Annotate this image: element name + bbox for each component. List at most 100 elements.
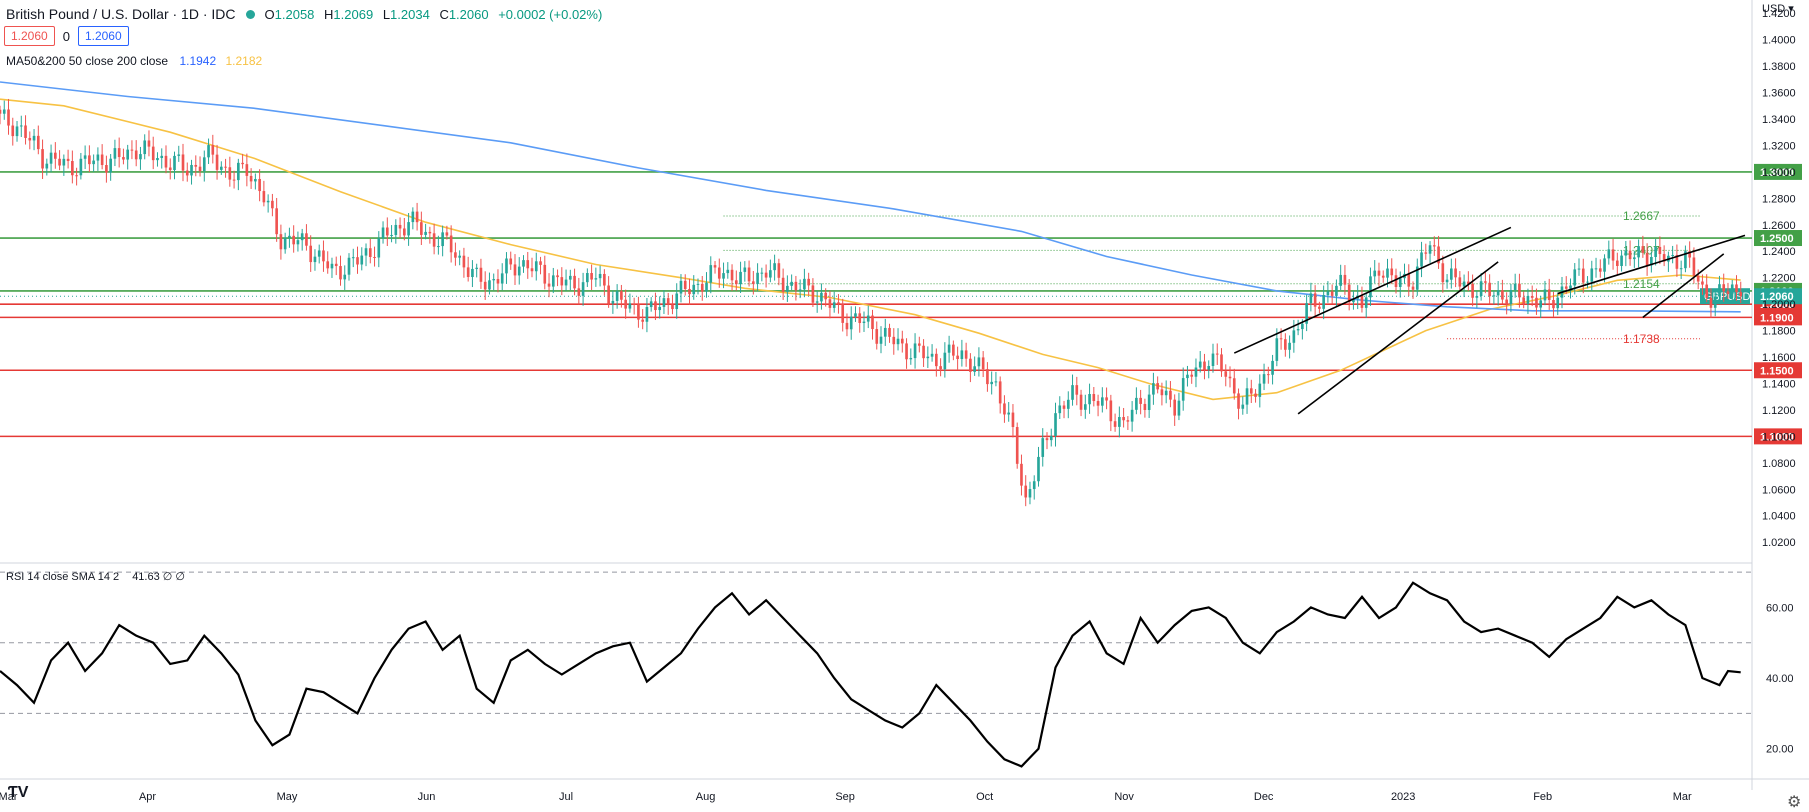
candle-body [88, 155, 91, 165]
candle-body [1722, 284, 1726, 292]
candle-body [394, 224, 398, 235]
tradingview-logo-icon[interactable]: ƬV [8, 784, 29, 801]
candle-body [49, 152, 53, 164]
rsi-legend[interactable]: RSI 14 close SMA 14 2 41.63 ∅ ∅ [6, 570, 185, 583]
candle-body [28, 137, 32, 141]
time-tick-label: Apr [139, 791, 156, 803]
candle-body [1556, 297, 1560, 309]
candle-body [1292, 330, 1296, 343]
candle-body [266, 200, 270, 203]
symbol-title[interactable]: British Pound / U.S. Dollar · 1D · IDC [6, 6, 236, 22]
candle-body [1024, 485, 1028, 498]
candle-body [947, 344, 951, 353]
candle-body [939, 366, 942, 370]
candle-body [769, 270, 772, 278]
ma-legend[interactable]: MA50&200 50 close 200 close 1.1942 1.218… [6, 54, 262, 68]
candle-body [458, 255, 461, 258]
candle-body [66, 158, 70, 162]
candle-body [1220, 354, 1223, 372]
candle-body [790, 281, 793, 286]
candle-body [185, 170, 189, 176]
candle-body [241, 162, 244, 165]
currency-label: USD [1762, 3, 1786, 15]
symbol-tag [1700, 288, 1750, 305]
candle-body [1488, 282, 1491, 297]
price-tick-label: 1.3400 [1762, 114, 1796, 126]
close-label: C [439, 6, 449, 22]
candle-body [1462, 281, 1466, 287]
candle-body [1615, 260, 1619, 266]
candle-body [513, 264, 517, 276]
candle-body [1335, 285, 1338, 296]
candle-body [986, 369, 989, 385]
candle-body [1360, 295, 1364, 308]
candle-body [1135, 397, 1138, 410]
candle-body [15, 126, 19, 137]
candle-body [164, 155, 168, 168]
candle-body [300, 233, 304, 241]
candle-body [798, 289, 802, 291]
price-tick-label: 1.2800 [1762, 193, 1796, 205]
candle-body [1364, 297, 1368, 308]
candle-body [334, 263, 338, 267]
candle-body [1735, 284, 1738, 293]
candle-body [994, 381, 998, 383]
price-tick-label: 1.2600 [1762, 220, 1796, 232]
candle-body [492, 279, 496, 281]
candle-body [709, 265, 713, 283]
buy-button[interactable]: 1.2060 [77, 26, 129, 46]
candle-body [322, 250, 325, 262]
candle-body [1130, 409, 1134, 422]
header-row: British Pound / U.S. Dollar · 1D · IDC O… [6, 6, 608, 22]
candle-body [935, 353, 938, 367]
candle-body [866, 315, 870, 322]
candle-body [743, 267, 747, 272]
price-tick-label: 1.3600 [1762, 88, 1796, 100]
candle-body [1305, 303, 1308, 324]
candle-body [1458, 277, 1462, 287]
candle-body [666, 298, 670, 305]
candle-body [1709, 297, 1713, 308]
candle-body [292, 235, 295, 245]
price-tick-label: 1.0600 [1762, 484, 1796, 496]
candle-body [526, 260, 530, 269]
candle-body [1224, 371, 1228, 377]
candle-body [1118, 417, 1121, 427]
candle-body [1262, 374, 1266, 384]
candle-body [1730, 284, 1734, 295]
candle-body [1675, 255, 1679, 269]
settings-gear-icon[interactable]: ⚙ [1787, 794, 1802, 811]
candle-body [1339, 274, 1342, 286]
candle-body [411, 211, 415, 223]
moving-average-line [0, 98, 1741, 401]
candle-body [509, 258, 513, 265]
candle-body [232, 179, 236, 181]
candle-body [1284, 339, 1287, 350]
rsi-panel [0, 571, 1752, 768]
candle-body [811, 285, 815, 303]
candle-body [313, 256, 317, 263]
candle-body [641, 319, 644, 322]
candle-body [952, 344, 955, 356]
currency-select[interactable]: USD ▾ [1762, 3, 1794, 15]
candle-body [1641, 246, 1645, 253]
candle-body [1139, 397, 1142, 404]
ma-label: MA50&200 50 close 200 close [6, 54, 169, 68]
candle-body [905, 343, 908, 360]
candle-body [607, 285, 610, 304]
candle-body [1258, 383, 1262, 397]
candle-body [1228, 376, 1232, 379]
candle-body [1147, 394, 1151, 411]
candle-body [390, 234, 393, 236]
candle-body [1530, 296, 1534, 298]
candle-body [75, 175, 78, 177]
price-tick-label: 1.1200 [1762, 405, 1796, 417]
sell-button[interactable]: 1.2060 [4, 26, 55, 46]
candle-body [1492, 295, 1496, 297]
candle-body [1083, 404, 1087, 410]
candle-body [807, 278, 810, 286]
price-tick-label: 1.1400 [1762, 378, 1796, 390]
candle-body [1011, 412, 1015, 428]
time-tick-label: Mar [0, 791, 18, 803]
